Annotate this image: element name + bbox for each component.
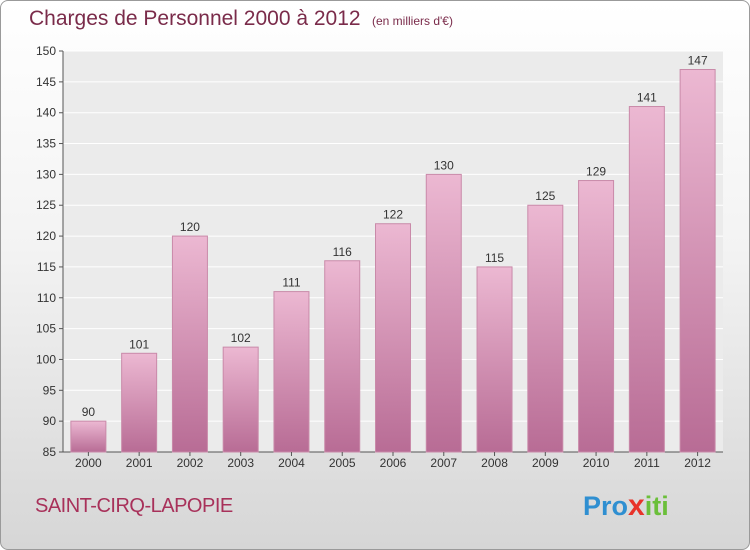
x-tick-label-2003: 2003 xyxy=(227,456,254,470)
data-label-2009: 125 xyxy=(535,189,555,203)
data-label-2011: 141 xyxy=(637,91,657,105)
x-tick-label-2009: 2009 xyxy=(532,456,559,470)
bar-2007 xyxy=(425,173,462,453)
bar-2009 xyxy=(527,204,564,453)
x-tick-label-2011: 2011 xyxy=(634,456,660,470)
data-label-2006: 122 xyxy=(383,208,403,222)
data-label-2010: 129 xyxy=(586,165,606,179)
y-tick-label: 85 xyxy=(43,445,57,459)
x-tick-label-2008: 2008 xyxy=(481,456,508,470)
data-label-2002: 120 xyxy=(180,220,200,234)
data-label-2005: 116 xyxy=(333,245,352,259)
data-label-2001: 101 xyxy=(129,337,149,351)
bar-2012 xyxy=(679,69,716,453)
x-tick-label-2004: 2004 xyxy=(278,456,305,470)
bar-2011 xyxy=(628,106,665,453)
y-tick-label: 90 xyxy=(43,414,57,428)
x-tick-label-2006: 2006 xyxy=(380,456,407,470)
y-tick-label: 135 xyxy=(36,137,56,151)
y-tick-label: 130 xyxy=(36,167,56,181)
y-tick-label: 145 xyxy=(36,75,56,89)
chart-title: Charges de Personnel 2000 à 2012 xyxy=(29,7,361,30)
y-tick-label: 105 xyxy=(36,322,56,336)
y-tick-label: 120 xyxy=(36,229,56,243)
bar-2003 xyxy=(222,346,259,453)
bar-2002 xyxy=(171,235,208,453)
x-tick-label-2000: 2000 xyxy=(75,456,102,470)
y-tick-label: 115 xyxy=(37,260,56,274)
bar-2001 xyxy=(121,352,158,453)
data-label-2000: 90 xyxy=(82,405,96,419)
x-tick-label-2002: 2002 xyxy=(177,456,204,470)
data-label-2003: 102 xyxy=(231,331,251,345)
y-tick-label: 100 xyxy=(36,352,56,366)
data-label-2012: 147 xyxy=(688,54,708,68)
data-label-2008: 115 xyxy=(485,251,504,265)
x-tick-label-2005: 2005 xyxy=(329,456,356,470)
bar-2008 xyxy=(476,266,513,453)
x-tick-label-2001: 2001 xyxy=(126,456,153,470)
y-tick-label: 110 xyxy=(37,291,56,305)
x-tick-label-2012: 2012 xyxy=(684,456,711,470)
x-tick-label-2007: 2007 xyxy=(430,456,457,470)
bar-2000 xyxy=(70,420,107,453)
bar-2010 xyxy=(578,180,615,453)
commune-name: SAINT-CIRQ-LAPOPIE xyxy=(35,495,233,517)
unit-label: (en milliers d'€) xyxy=(372,14,453,28)
y-tick-label: 140 xyxy=(36,106,56,120)
y-tick-label: 150 xyxy=(36,44,56,58)
bar-2004 xyxy=(273,291,310,453)
x-tick-label-2010: 2010 xyxy=(583,456,610,470)
y-tick-label: 125 xyxy=(36,198,56,212)
bar-2005 xyxy=(324,260,361,453)
proxiti-logo: Proxiti xyxy=(583,489,669,522)
bar-2006 xyxy=(375,223,411,453)
data-label-2007: 130 xyxy=(434,158,454,172)
data-label-2004: 111 xyxy=(282,276,301,290)
y-tick-label: 95 xyxy=(43,383,57,397)
